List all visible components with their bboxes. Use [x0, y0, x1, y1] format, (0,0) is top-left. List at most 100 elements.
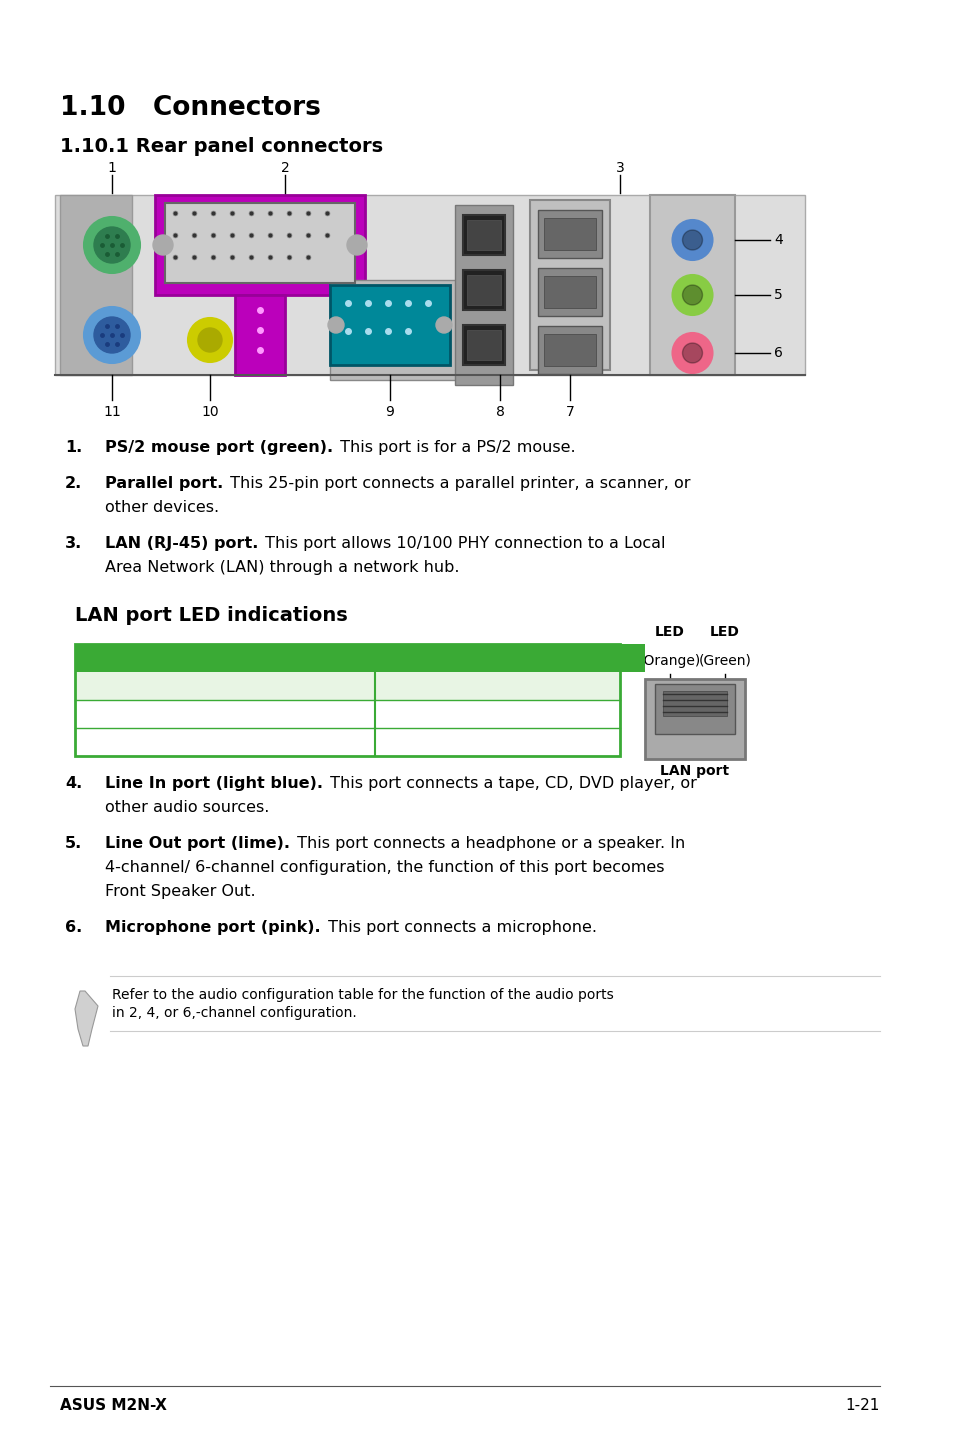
Bar	[467, 220, 500, 250]
Text: Line Out port (lime).: Line Out port (lime).	[105, 835, 290, 851]
Text: LAN port: LAN port	[659, 764, 729, 778]
Text: Microphone port (pink).: Microphone port (pink).	[105, 920, 320, 935]
Text: LED: LED	[709, 626, 740, 638]
Bar	[462, 216, 504, 255]
Bar	[55, 196, 804, 375]
Bar	[234, 295, 285, 375]
Text: Front Speaker Out.: Front Speaker Out.	[105, 884, 255, 899]
Text: 3: 3	[615, 161, 623, 175]
Circle shape	[347, 234, 367, 255]
Text: 5: 5	[773, 288, 781, 302]
Bar	[462, 325, 504, 365]
Bar	[154, 196, 365, 295]
Circle shape	[672, 334, 712, 372]
Bar	[537, 267, 601, 316]
Bar	[467, 329, 500, 360]
Text: 2: 2	[280, 161, 289, 175]
Text: OFF: OFF	[104, 707, 131, 720]
Bar	[662, 692, 726, 716]
Text: Description: Description	[228, 679, 307, 693]
Text: LED: LED	[493, 650, 526, 666]
Text: 7: 7	[565, 406, 574, 418]
Text: 3.: 3.	[65, 536, 82, 551]
Text: (Green): (Green)	[698, 654, 751, 669]
Text: PS/2 mouse port (green).: PS/2 mouse port (green).	[105, 440, 333, 454]
Circle shape	[672, 220, 712, 260]
Bar	[644, 679, 744, 759]
Bar	[655, 684, 734, 733]
Circle shape	[681, 230, 701, 250]
Text: 1.10.1 Rear panel connectors: 1.10.1 Rear panel connectors	[60, 137, 383, 155]
Bar	[649, 196, 734, 375]
Text: Parallel port.: Parallel port.	[105, 476, 223, 490]
Circle shape	[188, 318, 232, 362]
Text: OFF: OFF	[396, 707, 423, 720]
Text: No link: No link	[243, 707, 291, 720]
Bar	[330, 280, 470, 380]
Text: This port connects a headphone or a speaker. In: This port connects a headphone or a spea…	[292, 835, 684, 851]
Text: Area Network (LAN) through a network hub.: Area Network (LAN) through a network hub…	[105, 559, 459, 575]
Text: Status: Status	[95, 679, 139, 693]
Text: other devices.: other devices.	[105, 500, 219, 515]
Text: 4: 4	[773, 233, 781, 247]
Bar	[543, 219, 596, 250]
Text: (Orange): (Orange)	[639, 654, 700, 669]
Text: GREEN: GREEN	[385, 735, 434, 749]
Text: LAN port LED indications: LAN port LED indications	[75, 605, 348, 626]
Text: LAN (RJ-45) port.: LAN (RJ-45) port.	[105, 536, 258, 551]
Bar	[375, 644, 644, 672]
Text: 1.10   Connectors: 1.10 Connectors	[60, 95, 320, 121]
Bar	[467, 275, 500, 305]
Circle shape	[94, 316, 130, 352]
Bar	[75, 672, 619, 700]
Circle shape	[84, 217, 140, 273]
Bar	[60, 196, 132, 375]
Text: 1.: 1.	[65, 440, 82, 454]
Text: 10: 10	[201, 406, 218, 418]
Text: No link: No link	[520, 707, 568, 720]
Text: ORANGE: ORANGE	[88, 735, 147, 749]
Text: 5.: 5.	[65, 835, 82, 851]
Text: 10 Mbps connection: 10 Mbps connection	[475, 735, 614, 749]
Circle shape	[152, 234, 172, 255]
Polygon shape	[75, 991, 98, 1045]
Text: 4-channel/ 6-channel configuration, the function of this port becomes: 4-channel/ 6-channel configuration, the …	[105, 860, 664, 874]
Text: Description: Description	[505, 679, 584, 693]
Text: 9: 9	[385, 406, 394, 418]
Text: 1-21: 1-21	[844, 1398, 879, 1414]
Text: This 25-pin port connects a parallel printer, a scanner, or: This 25-pin port connects a parallel pri…	[225, 476, 690, 490]
Text: This port connects a microphone.: This port connects a microphone.	[322, 920, 596, 935]
Text: 4.: 4.	[65, 777, 82, 791]
Bar	[537, 326, 601, 374]
Text: 8: 8	[495, 406, 504, 418]
Bar	[75, 644, 375, 672]
Text: 2.: 2.	[65, 476, 82, 490]
Text: This port allows 10/100 PHY connection to a Local: This port allows 10/100 PHY connection t…	[260, 536, 665, 551]
Text: LED: LED	[655, 626, 684, 638]
Text: 11: 11	[103, 406, 121, 418]
Text: 6.: 6.	[65, 920, 82, 935]
Circle shape	[84, 306, 140, 362]
Circle shape	[681, 344, 701, 362]
Bar	[165, 203, 355, 283]
Bar	[530, 200, 609, 370]
Text: 1: 1	[108, 161, 116, 175]
Bar	[75, 644, 619, 756]
Bar	[455, 206, 513, 385]
Text: This port connects a tape, CD, DVD player, or: This port connects a tape, CD, DVD playe…	[325, 777, 696, 791]
Circle shape	[681, 285, 701, 305]
Text: other audio sources.: other audio sources.	[105, 800, 269, 815]
Text: ASUS M2N-X: ASUS M2N-X	[60, 1398, 167, 1414]
Bar	[537, 210, 601, 257]
Text: Refer to the audio configuration table for the function of the audio ports: Refer to the audio configuration table f…	[112, 988, 613, 1002]
Circle shape	[198, 328, 222, 352]
Text: LED: LED	[209, 650, 241, 666]
Text: in 2, 4, or 6,-channel configuration.: in 2, 4, or 6,-channel configuration.	[112, 1007, 356, 1020]
Text: Line In port (light blue).: Line In port (light blue).	[105, 777, 323, 791]
Bar	[543, 334, 596, 367]
Text: 100 Mbps connection: 100 Mbps connection	[193, 735, 341, 749]
Text: This port is for a PS/2 mouse.: This port is for a PS/2 mouse.	[335, 440, 576, 454]
Text: 6: 6	[773, 347, 782, 360]
Bar	[75, 728, 619, 756]
Bar	[462, 270, 504, 311]
